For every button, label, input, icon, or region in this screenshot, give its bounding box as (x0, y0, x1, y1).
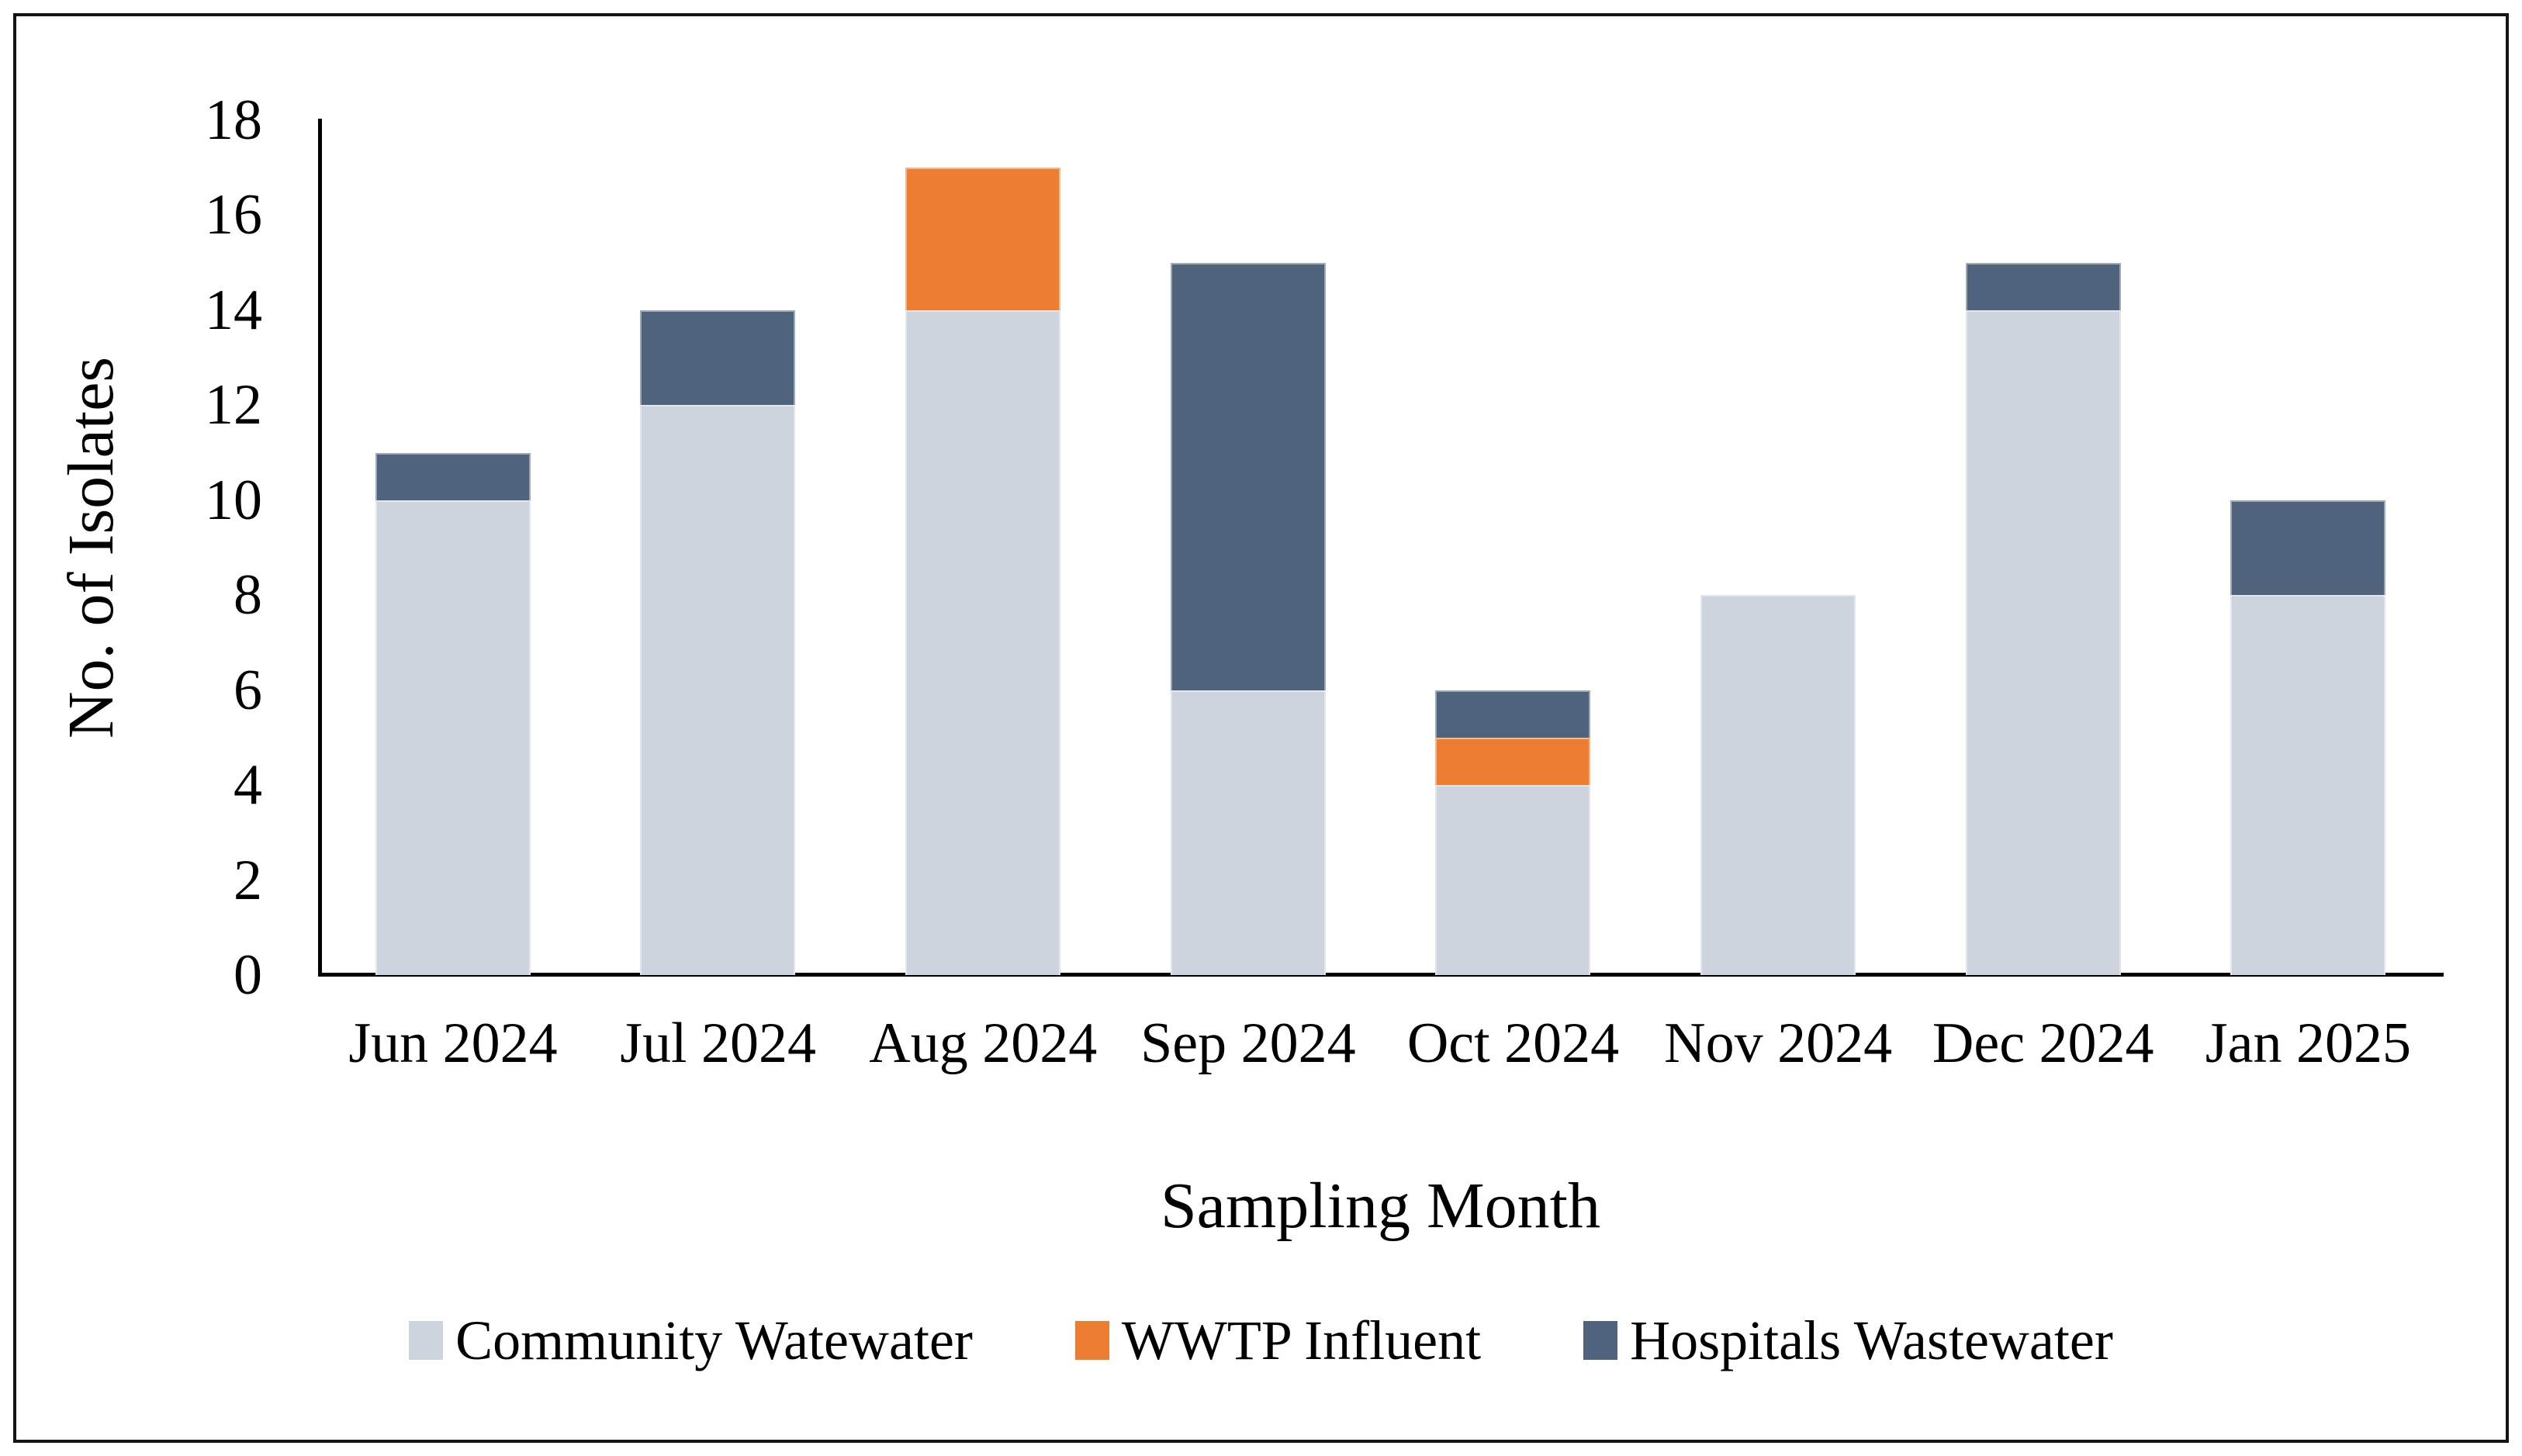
bar-segment (375, 500, 531, 975)
bar-segment (1435, 737, 1591, 786)
y-tick-label: 10 (205, 468, 262, 532)
x-tick-label: Jul 2024 (620, 1012, 817, 1075)
bar-segment (905, 168, 1061, 310)
bar-group (2230, 500, 2386, 975)
x-tick-label: Sep 2024 (1140, 1012, 1356, 1075)
legend-label: Community Watewater (455, 1309, 973, 1371)
bar-segment (1965, 310, 2121, 975)
x-tick-label: Nov 2024 (1664, 1012, 1893, 1075)
y-tick-label: 18 (205, 88, 262, 152)
legend-item: WWTP Influent (1074, 1309, 1482, 1371)
legend-swatch-icon (409, 1321, 444, 1360)
bar-group (1170, 262, 1326, 975)
y-tick-label: 4 (234, 753, 262, 818)
x-axis-line (318, 973, 2444, 977)
legend-swatch-icon (1074, 1321, 1109, 1360)
y-tick-label: 16 (205, 183, 262, 247)
y-tick-label: 8 (234, 563, 262, 628)
y-tick-label: 14 (205, 278, 262, 342)
plot-area (320, 120, 2441, 975)
bar-segment (375, 452, 531, 500)
bar-segment (1170, 262, 1326, 690)
bar-segment (1435, 785, 1591, 975)
bar-segment (640, 405, 796, 975)
x-axis-title: Sampling Month (1160, 1170, 1601, 1242)
bar-group (640, 310, 796, 975)
bar-group (1700, 595, 1856, 975)
legend-item: Community Watewater (409, 1309, 973, 1371)
x-tick-label: Jun 2024 (348, 1012, 558, 1075)
y-tick-label: 0 (234, 943, 262, 1007)
bar-segment (1965, 262, 2121, 310)
legend-swatch-icon (1583, 1321, 1618, 1360)
chart-legend: Community Watewater WWTP Influent Hospital… (0, 1309, 2522, 1371)
bar-segment (1170, 690, 1326, 975)
x-tick-label: Dec 2024 (1932, 1012, 2154, 1075)
x-tick-label: Jan 2025 (2205, 1012, 2411, 1075)
bar-segment (2230, 595, 2386, 975)
legend-label: WWTP Influent (1121, 1309, 1482, 1371)
bar-group (375, 452, 531, 975)
x-tick-label: Oct 2024 (1406, 1012, 1620, 1075)
y-axis-line (318, 119, 322, 977)
y-tick-label: 12 (205, 373, 262, 437)
bar-segment (2230, 500, 2386, 596)
y-tick-label: 2 (234, 848, 262, 912)
bar-segment (640, 310, 796, 406)
legend-item: Hospitals Wastewater (1583, 1309, 2113, 1371)
legend-label: Hospitals Wastewater (1630, 1309, 2113, 1371)
x-tick-label: Aug 2024 (869, 1012, 1098, 1075)
bar-segment (1700, 595, 1856, 975)
bar-segment (1435, 690, 1591, 738)
y-tick-label: 6 (234, 658, 262, 722)
bar-group (1965, 262, 2121, 975)
bar-segment (905, 310, 1061, 975)
bar-group (1435, 690, 1591, 975)
bar-group (905, 168, 1061, 975)
figure-border-frame (13, 13, 2509, 1443)
